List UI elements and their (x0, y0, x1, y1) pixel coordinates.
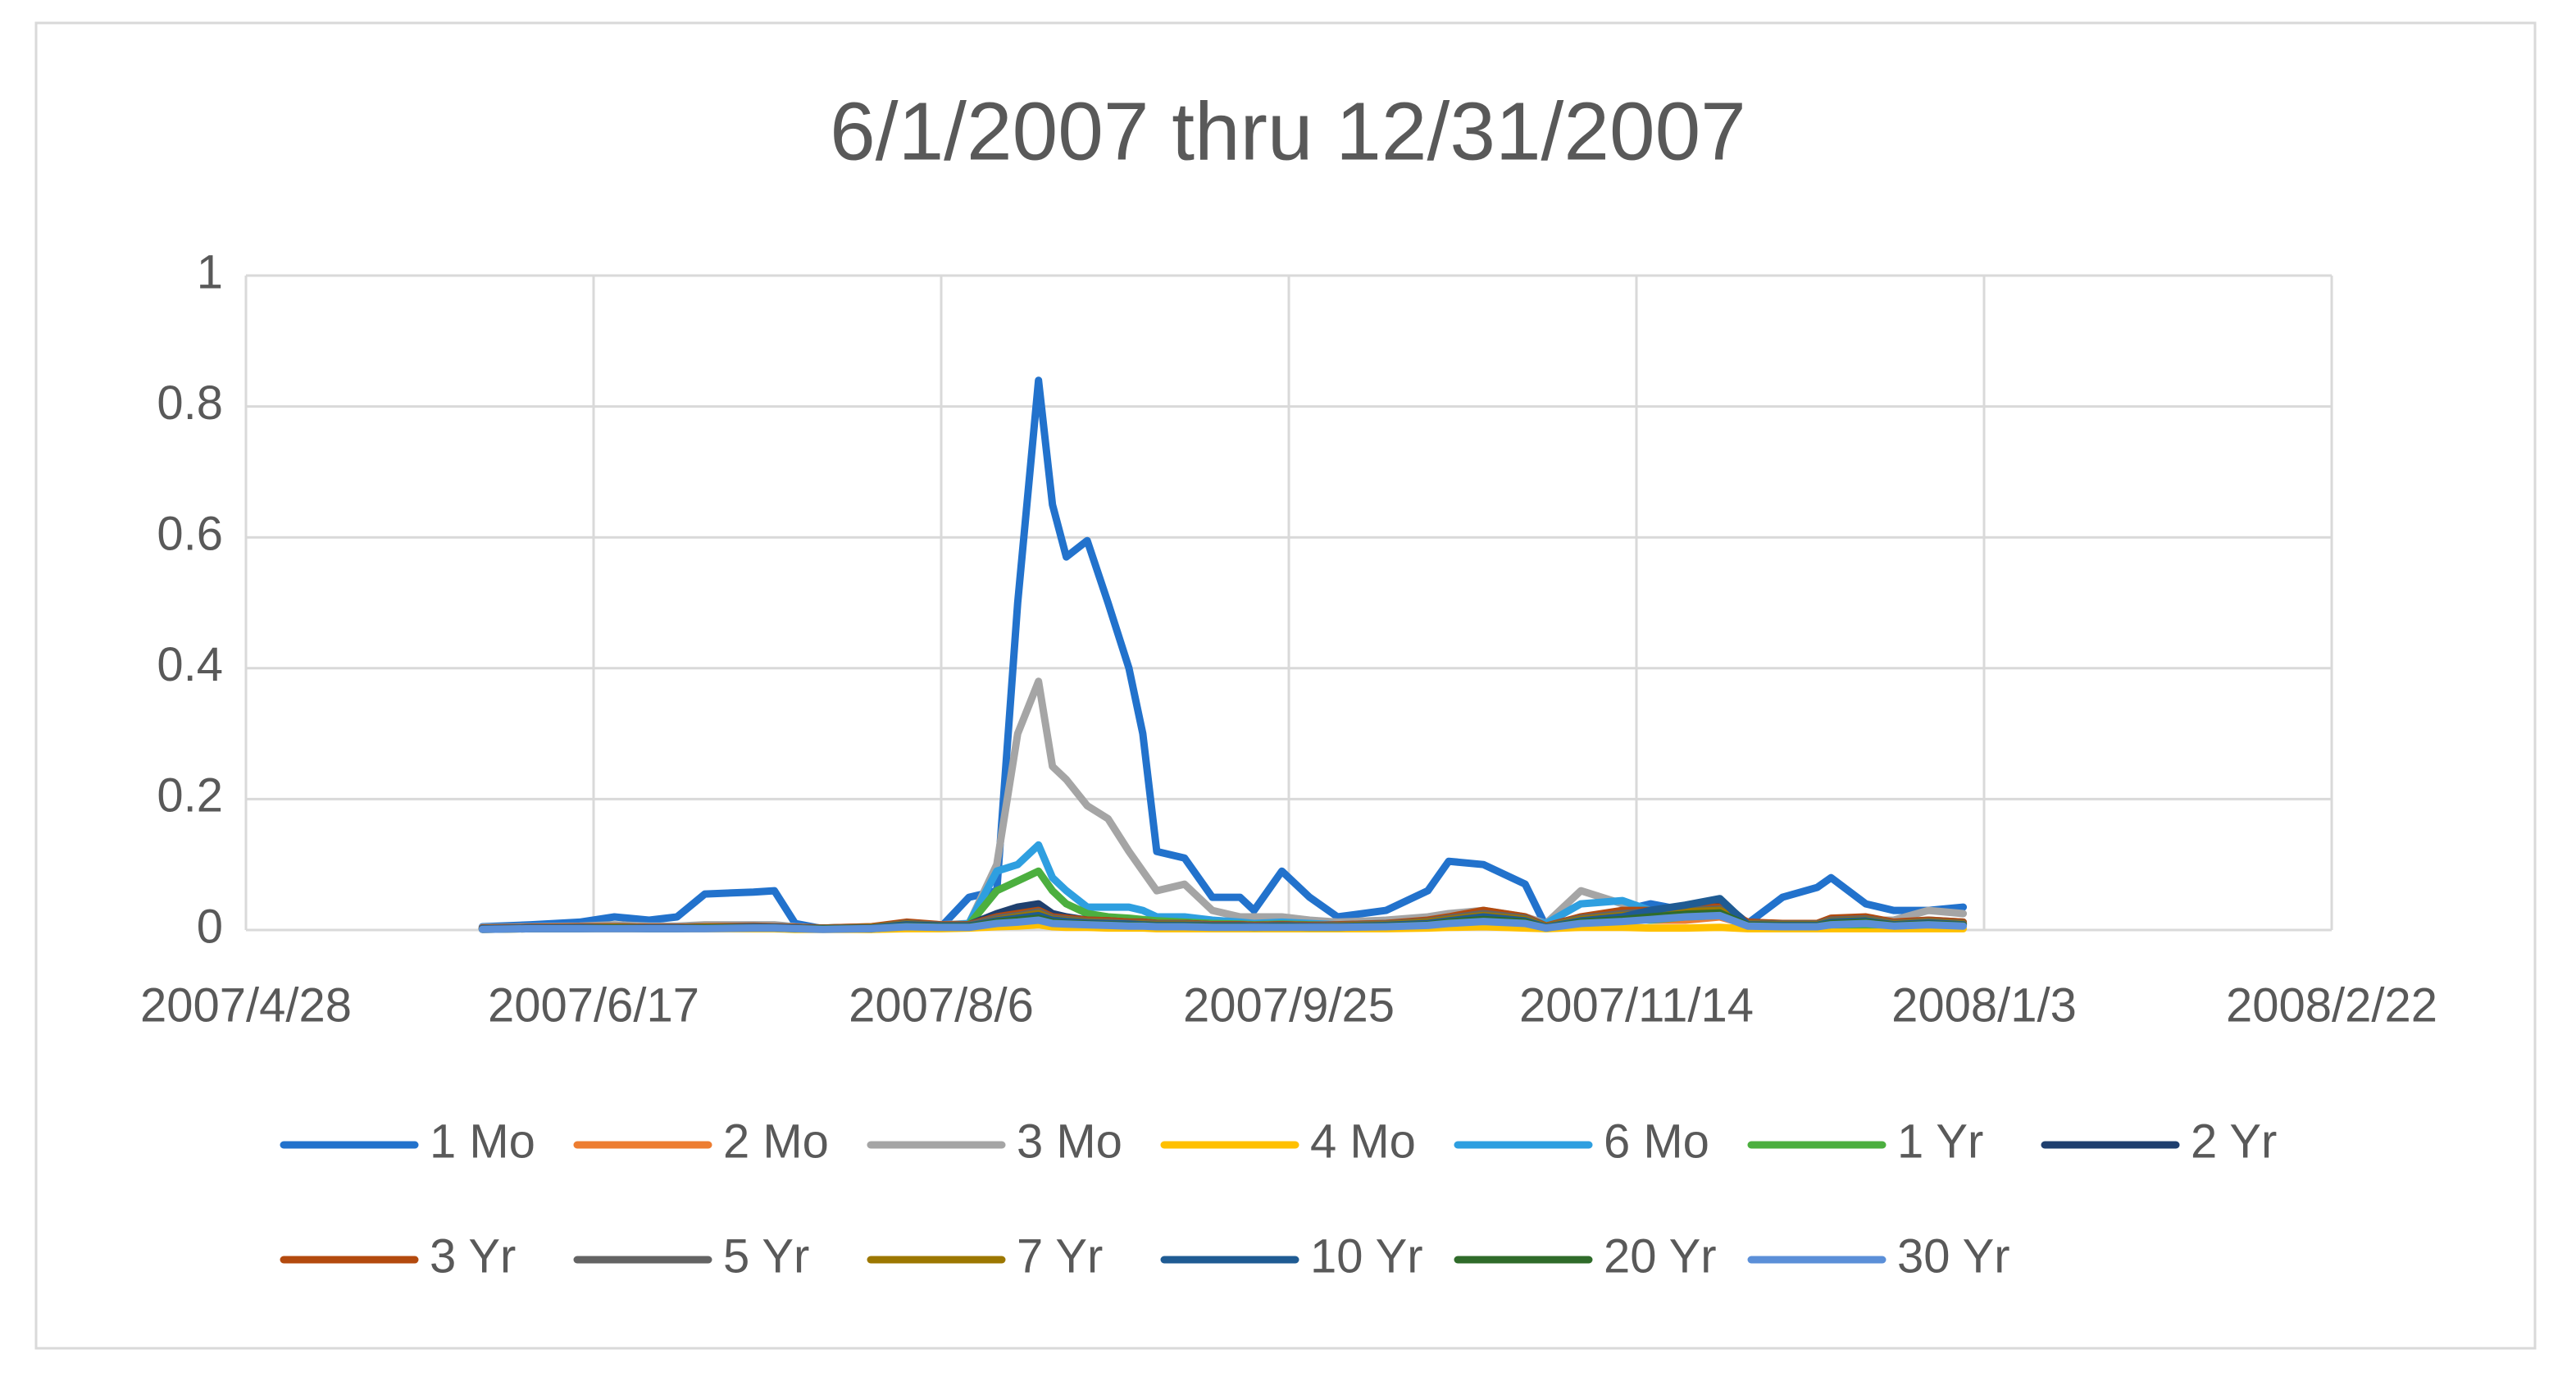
legend-label: 3 Yr (430, 1229, 516, 1283)
legend-label: 5 Yr (723, 1229, 809, 1283)
legend-label: 3 Mo (1017, 1115, 1122, 1168)
legend-label: 10 Yr (1310, 1229, 1423, 1283)
y-tick-label: 1 (197, 245, 223, 299)
x-tick-label: 2007/8/6 (849, 978, 1034, 1032)
x-tick-label: 2007/11/14 (1519, 978, 1754, 1032)
legend-label: 6 Mo (1604, 1115, 1709, 1168)
x-tick-label: 2007/4/28 (140, 978, 352, 1032)
x-tick-label: 2007/9/25 (1183, 978, 1395, 1032)
chart-border (34, 21, 2537, 1350)
y-tick-label: 0.2 (157, 769, 223, 823)
legend-label: 1 Mo (430, 1115, 535, 1168)
y-tick-label: 0 (197, 900, 223, 953)
legend-label: 7 Yr (1017, 1229, 1103, 1283)
legend-label: 4 Mo (1310, 1115, 1416, 1168)
x-tick-label: 2007/6/17 (488, 978, 699, 1032)
legend-label: 2 Yr (2191, 1115, 2277, 1168)
y-tick-label: 0.6 (157, 508, 223, 561)
legend-label: 20 Yr (1604, 1229, 1717, 1283)
legend-label: 30 Yr (1897, 1229, 2010, 1283)
legend-label: 1 Yr (1897, 1115, 1983, 1168)
y-tick-label: 0.4 (157, 638, 223, 691)
legend-label: 2 Mo (723, 1115, 829, 1168)
x-tick-label: 2008/1/3 (1891, 978, 2077, 1032)
chart-title: 6/1/2007 thru 12/31/2007 (830, 85, 1746, 177)
x-tick-label: 2008/2/22 (2226, 978, 2437, 1032)
y-tick-label: 0.8 (157, 376, 223, 430)
data-line (478, 911, 1968, 933)
